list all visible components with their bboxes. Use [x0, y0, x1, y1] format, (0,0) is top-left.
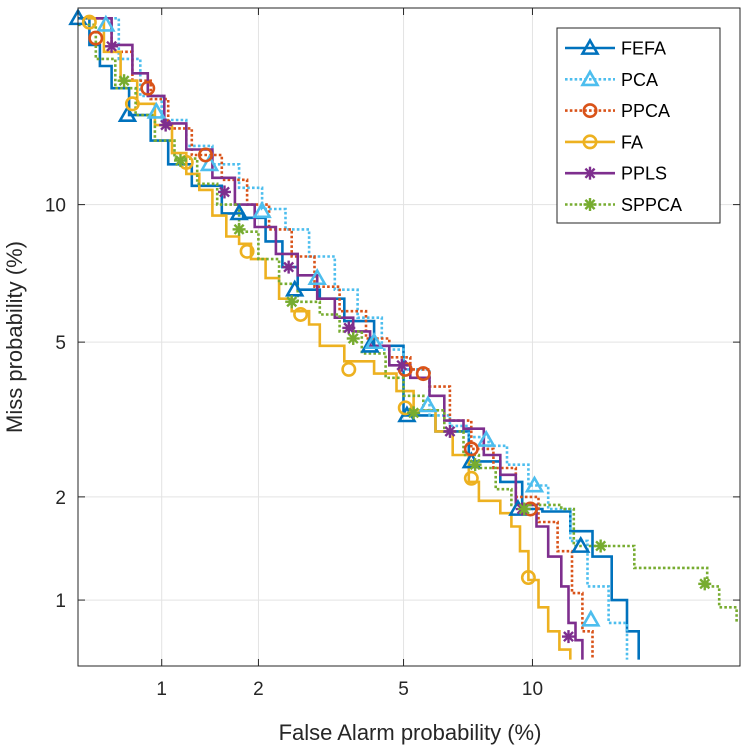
legend-label-sppca: SPPCA	[621, 195, 682, 215]
series-marker-ppls-stroke	[283, 261, 295, 273]
series-marker-ppls-stroke	[219, 186, 230, 198]
legend-box	[556, 27, 721, 224]
series-marker-ppls	[561, 630, 575, 644]
series-lines	[78, 17, 738, 660]
series-marker-ppls	[282, 260, 296, 274]
series-marker-sppca	[468, 458, 482, 472]
plot-frame	[77, 7, 741, 667]
legend-marker-fefa	[580, 37, 600, 55]
series-marker-fa	[463, 470, 479, 486]
series-line-ppca	[91, 17, 594, 660]
series-marker-ppls	[217, 185, 231, 199]
series-marker-ppca	[463, 441, 479, 457]
series-marker-fa	[341, 361, 357, 377]
x-tick-label: 2	[253, 679, 264, 700]
series-marker-ppca	[198, 147, 214, 163]
legend-marker-ppls-stroke	[584, 167, 596, 179]
series-marker-ppca	[140, 80, 156, 96]
series-marker-fefa	[284, 279, 305, 297]
x-tick-label: 1	[156, 679, 167, 700]
series-marker-sppca	[117, 74, 131, 88]
series-marker-ppls	[443, 424, 457, 438]
y-tick-label: 1	[55, 591, 66, 612]
series-marker-ppls-stroke	[160, 119, 172, 131]
legend-marker-fa	[582, 134, 598, 150]
series-marker-pca	[364, 331, 384, 350]
legend-label-fefa: FEFA	[621, 39, 666, 59]
series-marker-sppca-stroke	[595, 540, 607, 552]
series-marker-sppca-stroke	[518, 503, 530, 515]
series-marker-fa	[397, 400, 413, 416]
series-marker-sppca-stroke	[408, 407, 420, 419]
series-marker-ppls-stroke	[396, 359, 408, 371]
series-marker-pca	[199, 154, 220, 172]
series-marker-ppls	[395, 358, 409, 372]
series-marker-ppls-stroke	[444, 425, 456, 437]
series-marker-sppca	[698, 577, 712, 591]
legend-label-fa: FA	[621, 132, 643, 152]
legend-label-ppls: PPLS	[621, 164, 667, 184]
series-marker-sppca-stroke	[175, 155, 186, 166]
series-marker-ppls-stroke	[106, 40, 118, 52]
legend-marker-sppca	[583, 198, 597, 211]
legend-marker-ppca	[582, 103, 598, 119]
series-marker-sppca-stroke	[286, 296, 298, 308]
series-marker-sppca-stroke	[233, 223, 245, 235]
legend-marker-ppls	[583, 166, 597, 180]
series-marker-sppca	[346, 331, 360, 345]
series-marker-fa	[293, 306, 309, 322]
legend-marker-sppca-stroke	[584, 199, 596, 210]
series-marker-ppca	[88, 30, 104, 46]
series-marker-sppca-stroke	[469, 459, 481, 471]
series-marker-pca	[96, 14, 116, 32]
series-marker-fa	[81, 14, 97, 30]
series-line-fa	[87, 17, 572, 660]
series-marker-sppca-stroke	[347, 333, 359, 344]
series-line-ppls	[95, 17, 584, 660]
series-marker-pca	[476, 429, 496, 447]
series-marker-ppls-stroke	[343, 322, 355, 334]
series-marker-ppls	[342, 321, 356, 335]
y-axis-title: Miss probability (%)	[2, 241, 27, 433]
legend: FEFA PCA PPCA FA PPLS SPPCA	[556, 27, 721, 224]
series-marker-pca	[146, 101, 167, 119]
series-marker-fa	[520, 570, 536, 586]
y-tick-label: 10	[45, 196, 66, 217]
x-tick-label: 10	[522, 679, 543, 700]
y-tick-label: 2	[55, 488, 66, 509]
legend-label-pca: PCA	[621, 70, 658, 90]
axes: 1 2 5 10 1 2 5 10	[45, 8, 740, 700]
x-tick-label: 5	[398, 679, 409, 700]
series-markers	[68, 8, 712, 644]
series-marker-pca	[252, 201, 272, 219]
series-marker-fefa	[360, 335, 380, 353]
y-tick-label: 5	[55, 333, 66, 354]
series-line-sppca	[78, 23, 738, 623]
series-marker-ppls-stroke	[563, 631, 574, 643]
series-marker-sppca-stroke	[699, 578, 711, 590]
series-marker-sppca	[407, 406, 421, 420]
series-marker-sppca	[594, 539, 608, 553]
series-marker-fefa	[117, 104, 138, 123]
series-marker-sppca	[173, 154, 187, 168]
series-marker-sppca	[517, 502, 531, 516]
legend-marker-pca	[580, 69, 600, 87]
series-marker-pca	[307, 268, 327, 286]
series-marker-pca	[524, 475, 545, 493]
series-marker-ppls	[159, 118, 173, 132]
series-marker-ppca	[415, 366, 431, 382]
series-marker-fefa	[570, 535, 591, 553]
series-marker-ppls	[105, 39, 119, 53]
series-marker-fefa	[229, 203, 249, 221]
series-marker-sppca	[285, 295, 299, 309]
series-marker-pca	[418, 395, 438, 413]
series-marker-pca	[581, 609, 601, 627]
legend-label-ppca: PPCA	[621, 101, 670, 121]
series-marker-sppca-stroke	[118, 75, 130, 87]
series-marker-fa	[239, 243, 255, 259]
x-axis-title: False Alarm probability (%)	[279, 720, 542, 745]
series-marker-sppca	[232, 222, 246, 236]
series-marker-fa	[124, 96, 140, 112]
